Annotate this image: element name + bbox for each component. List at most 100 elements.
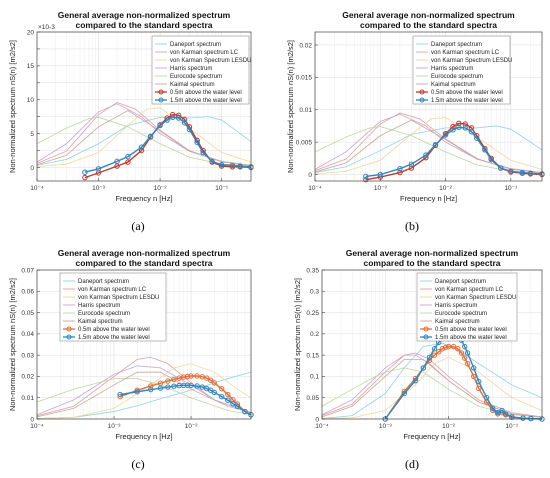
x-axis-label: Frequency n [Hz] — [115, 432, 172, 441]
series-line — [36, 371, 252, 419]
series-point — [188, 373, 194, 379]
y-axis-label: Non-normalized spectrum nS(n) [m2/s2] — [293, 278, 302, 411]
series-point — [397, 165, 403, 172]
y-tick-label: 0.1 — [310, 374, 319, 381]
series-point — [157, 122, 163, 129]
series-point — [125, 153, 131, 160]
chart-title-line: General average non-normalized spectrum — [342, 10, 515, 20]
y-tick-label: 0.05 — [21, 310, 34, 317]
series-point — [148, 383, 154, 389]
series-point — [401, 390, 408, 397]
legend-label: Kaimal spectrum — [170, 82, 215, 88]
series-point — [498, 165, 504, 171]
series-point — [464, 360, 471, 367]
series-point — [420, 365, 427, 371]
legend-marker — [158, 97, 164, 103]
series-point — [483, 395, 490, 401]
x-tick-label: 10⁻⁴ — [315, 423, 329, 430]
series-point — [184, 382, 191, 388]
y-tick-label: 0.01 — [21, 395, 34, 402]
chart-legend: Daneport spectrum von Karman spectrum LC v… — [412, 35, 512, 105]
legend-label: 1.5m above the water level — [435, 335, 507, 341]
y-axis-label: Non-normalized spectrum nS(n) [m2/s2] — [8, 40, 17, 173]
y-tick-label: 0.015 — [296, 75, 313, 82]
series-point — [181, 116, 188, 123]
x-tick-label: 10⁻¹ — [505, 423, 519, 430]
y-tick-label: 0.35 — [306, 267, 319, 274]
legend-marker — [66, 326, 72, 332]
series-point — [237, 163, 243, 169]
series-point — [461, 355, 468, 361]
y-axis-label: Non-normalized spectrum nS(n) [m2/s2] — [8, 278, 17, 411]
series-point — [377, 171, 383, 178]
x-tick-label: 10⁻² — [442, 423, 456, 430]
legend-label: Harris spectrum — [78, 303, 120, 309]
series-point — [476, 378, 482, 385]
series-point — [499, 407, 505, 414]
series-point — [445, 343, 452, 350]
legend-label: 1.5m above the water level — [170, 98, 242, 104]
series-point — [474, 135, 480, 141]
series-line — [314, 126, 543, 174]
series-line — [321, 359, 543, 418]
series-point — [363, 177, 369, 183]
series-point — [519, 169, 526, 176]
y-tick-label: 0.03 — [21, 352, 34, 359]
series-point — [442, 344, 449, 351]
series-point — [225, 391, 231, 398]
series-point — [157, 385, 164, 391]
series-point — [450, 343, 457, 350]
legend-label: Daneport spectrum — [78, 279, 129, 285]
y-tick-label: 0 — [30, 165, 34, 172]
series-point — [397, 169, 403, 176]
series-line — [321, 352, 543, 418]
y-tick-label: 0.06 — [21, 289, 34, 296]
series-line — [36, 371, 252, 418]
legend-label: Eurocode spectrum — [431, 74, 483, 80]
legend-marker — [423, 334, 429, 340]
series-line — [314, 117, 543, 175]
legend-box — [59, 272, 167, 342]
x-tick-labels: 10⁻⁴ 10⁻³ 10⁻² 10⁻¹ — [30, 178, 229, 192]
series-point — [125, 159, 131, 165]
series-point — [225, 397, 231, 403]
series-point — [211, 380, 217, 386]
series-line — [36, 356, 252, 417]
series-point — [164, 117, 170, 123]
series-line — [314, 119, 543, 173]
legend-label: 1.5m above the water level — [431, 98, 503, 104]
series-point — [169, 114, 176, 121]
series-point — [450, 123, 456, 130]
chart-legend: Daneport spectrum von Karman spectrum LC v… — [59, 272, 167, 342]
y-tick-label: 0.2 — [310, 331, 319, 338]
y-tick-label: 0.25 — [306, 310, 319, 317]
y-tick-label: 0 — [308, 172, 312, 179]
series-point — [188, 382, 194, 389]
chart-title-line: compared to the standard spectra — [364, 258, 501, 268]
series-point — [234, 403, 241, 409]
legend-box — [151, 35, 250, 105]
legend-label: Harris spectrum — [435, 303, 477, 309]
y-tick-label: 0.02 — [21, 374, 34, 381]
series-point — [219, 386, 225, 392]
series-point — [186, 126, 193, 133]
y-tick-label: 0.05 — [306, 395, 319, 402]
series-point — [219, 393, 225, 400]
series-point — [432, 142, 439, 148]
y-multiplier: ×10-3 — [38, 24, 55, 31]
series-point — [171, 376, 177, 383]
chart-panel-b: 10⁻⁴ 10⁻³ 10⁻² 10⁻¹ 0 0.005 0.01 0.015 0.02 Frequ… — [286, 10, 545, 203]
y-tick-labels: 0 0.005 0.01 0.015 0.02 — [296, 42, 318, 179]
series-point — [194, 373, 200, 379]
series-point — [148, 386, 154, 393]
series-point — [408, 165, 415, 171]
series-group — [314, 112, 545, 183]
y-tick-label: 0.01 — [299, 107, 312, 114]
legend-label: Kaimal spectrum — [435, 319, 480, 325]
series-point — [461, 343, 468, 350]
sub-label-b: (b) — [405, 219, 419, 233]
series-line — [36, 110, 252, 166]
series-point — [138, 144, 145, 150]
x-tick-label: 10⁻⁴ — [30, 423, 44, 430]
